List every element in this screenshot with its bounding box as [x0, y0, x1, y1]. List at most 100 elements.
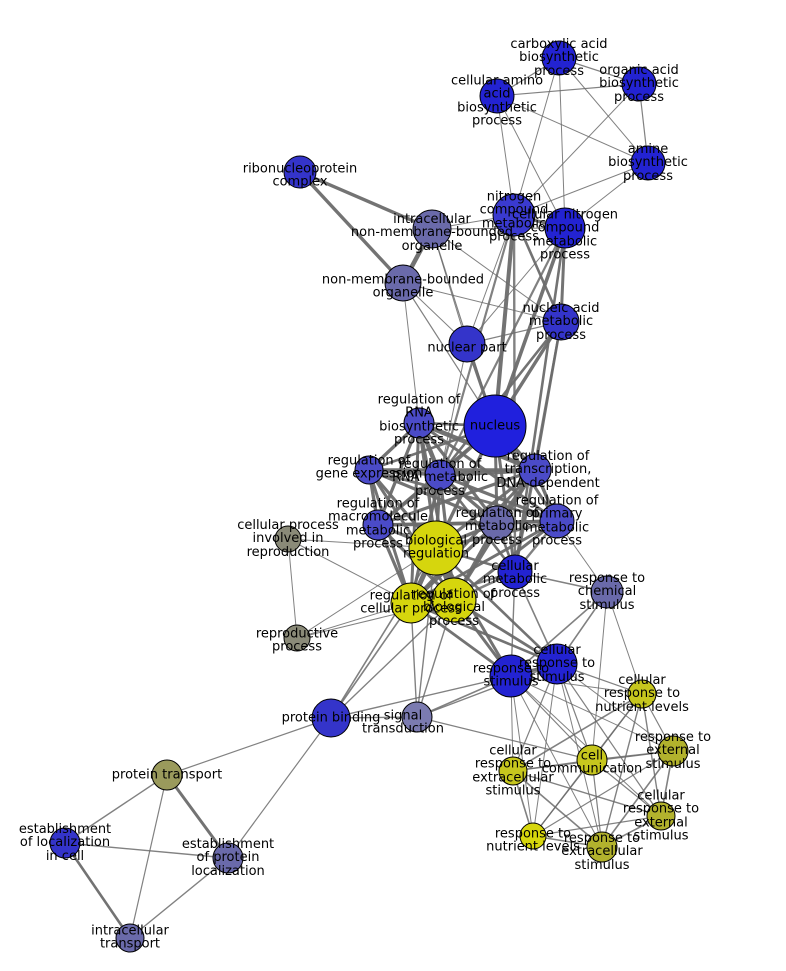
graph-edge: [513, 57, 560, 216]
graph-edge: [493, 213, 516, 428]
graph-node[interactable]: [541, 40, 577, 76]
graph-edge: [606, 591, 643, 695]
graph-edge: [330, 675, 512, 719]
graph-edge: [466, 214, 515, 345]
graph-node[interactable]: [401, 701, 433, 733]
graph-edge: [431, 228, 562, 323]
graph-node[interactable]: [115, 923, 145, 953]
graph-node[interactable]: [621, 66, 657, 102]
graph-edge: [558, 57, 649, 164]
graph-edge: [513, 83, 640, 216]
graph-edge: [513, 162, 649, 216]
graph-node[interactable]: [590, 575, 624, 609]
graph-node[interactable]: [448, 325, 486, 363]
graph-edge: [129, 774, 168, 939]
graph-node[interactable]: [630, 145, 666, 181]
graph-edge: [466, 227, 566, 345]
graph-edge: [367, 468, 499, 525]
graph-edge: [376, 519, 559, 527]
graph-node[interactable]: [657, 735, 689, 767]
graph-edge: [64, 774, 168, 844]
graph-edge: [227, 717, 332, 859]
graph-edge: [166, 717, 332, 776]
graph-edge: [416, 716, 593, 761]
graph-edge: [510, 675, 534, 837]
graph-edge: [532, 815, 662, 837]
graph-edge: [558, 57, 566, 229]
graph-edge: [493, 226, 567, 428]
graph-node[interactable]: [479, 505, 515, 541]
graph-edge: [512, 770, 603, 848]
graph-edge: [402, 282, 420, 424]
graph-edge: [367, 468, 559, 523]
graph-edge: [510, 675, 674, 752]
graph-edge: [63, 841, 132, 940]
graph-node[interactable]: [354, 455, 384, 485]
graph-node[interactable]: [151, 759, 183, 791]
graph-edge: [532, 750, 674, 837]
graph-node[interactable]: [489, 654, 533, 698]
graph-node[interactable]: [536, 643, 578, 685]
graph-node[interactable]: [274, 525, 302, 553]
graph-node[interactable]: [542, 303, 580, 341]
graph-edge: [510, 675, 603, 848]
graph-node[interactable]: [479, 78, 515, 114]
graph-edge: [512, 693, 643, 772]
graph-node[interactable]: [539, 503, 575, 539]
graph-node[interactable]: [492, 193, 536, 237]
graph-edge: [298, 170, 405, 285]
graph-node[interactable]: [49, 827, 81, 859]
graph-node[interactable]: [646, 801, 676, 831]
graph-node[interactable]: [362, 509, 394, 541]
graph-edge: [532, 663, 558, 837]
graph-node[interactable]: [498, 756, 528, 786]
graph-edge: [438, 226, 567, 477]
graph-edge: [512, 770, 662, 817]
graph-node[interactable]: [283, 155, 317, 189]
graph-edge: [532, 759, 593, 837]
graph-edge: [513, 226, 567, 574]
graph-edge: [416, 663, 558, 718]
graph-node[interactable]: [390, 582, 432, 624]
graph-edge: [496, 95, 566, 229]
graph-edge: [165, 773, 230, 860]
graph-edge: [296, 547, 437, 639]
graph-edge: [287, 538, 412, 604]
graph-edge: [641, 693, 662, 817]
graph-node[interactable]: [544, 207, 586, 249]
graph-node[interactable]: [463, 394, 527, 458]
edges-layer: [63, 57, 674, 940]
graph-edge: [64, 842, 229, 859]
graph-node[interactable]: [576, 744, 608, 776]
graph-edge: [556, 663, 674, 752]
graph-edge: [496, 95, 649, 164]
graph-node[interactable]: [311, 698, 351, 738]
graph-edge: [434, 546, 559, 666]
nodes-layer: [49, 40, 689, 953]
graph-edge: [129, 857, 229, 939]
graph-edge: [402, 282, 562, 323]
graph-node[interactable]: [431, 577, 477, 623]
graph-node[interactable]: [412, 209, 452, 249]
graph-edge: [510, 675, 643, 695]
graph-node[interactable]: [519, 822, 547, 850]
graph-edge: [601, 693, 643, 848]
graph-node[interactable]: [283, 624, 311, 652]
graph-node[interactable]: [424, 459, 456, 491]
graph-node[interactable]: [408, 520, 464, 576]
graph-edge: [591, 591, 608, 761]
graph-node[interactable]: [212, 842, 244, 874]
graph-node[interactable]: [384, 264, 422, 302]
graph-edge: [496, 83, 640, 97]
graph-node[interactable]: [403, 407, 435, 439]
graph-node[interactable]: [627, 679, 657, 709]
graph-edge: [409, 601, 559, 666]
graph-node[interactable]: [518, 453, 552, 487]
graph-edge: [287, 538, 298, 639]
graph-edge: [330, 547, 437, 719]
graph-edge: [376, 468, 537, 527]
graph-edge: [601, 750, 674, 848]
graph-node[interactable]: [497, 554, 533, 590]
graph-node[interactable]: [586, 831, 618, 863]
